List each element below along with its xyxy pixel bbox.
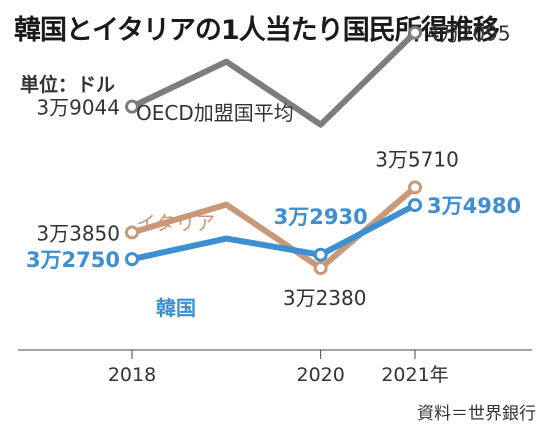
data-point xyxy=(125,225,139,240)
series-line-2 xyxy=(129,202,418,263)
series-label: OECD加盟国平均 xyxy=(136,101,294,125)
data-point xyxy=(408,198,422,213)
data-label: 3万3850 xyxy=(36,221,120,245)
data-label: 3万4980 xyxy=(427,194,521,218)
data-point xyxy=(408,180,422,195)
data-label: 3万9044 xyxy=(36,96,120,120)
data-label: 3万2380 xyxy=(283,286,367,310)
series-line-0 xyxy=(129,29,418,128)
data-point xyxy=(313,247,328,262)
source-note: 資料＝世界銀行 xyxy=(417,404,536,424)
unit-label: 単位：ドル xyxy=(20,74,116,96)
data-label: 3万5710 xyxy=(375,147,459,171)
x-tick-label: 2020 xyxy=(296,364,344,386)
data-point xyxy=(408,25,422,40)
data-label: 3万2930 xyxy=(274,205,368,229)
data-label: 3万2750 xyxy=(26,248,120,272)
x-tick-label: 2018 xyxy=(108,364,156,386)
series-label: イタリア xyxy=(136,211,215,235)
data-point xyxy=(313,261,328,276)
series-label: 韓国 xyxy=(156,296,196,320)
x-tick-label: 2021年 xyxy=(381,364,448,386)
data-label: 4万2095 xyxy=(427,22,511,46)
data-point xyxy=(125,252,139,267)
data-point xyxy=(125,99,139,114)
